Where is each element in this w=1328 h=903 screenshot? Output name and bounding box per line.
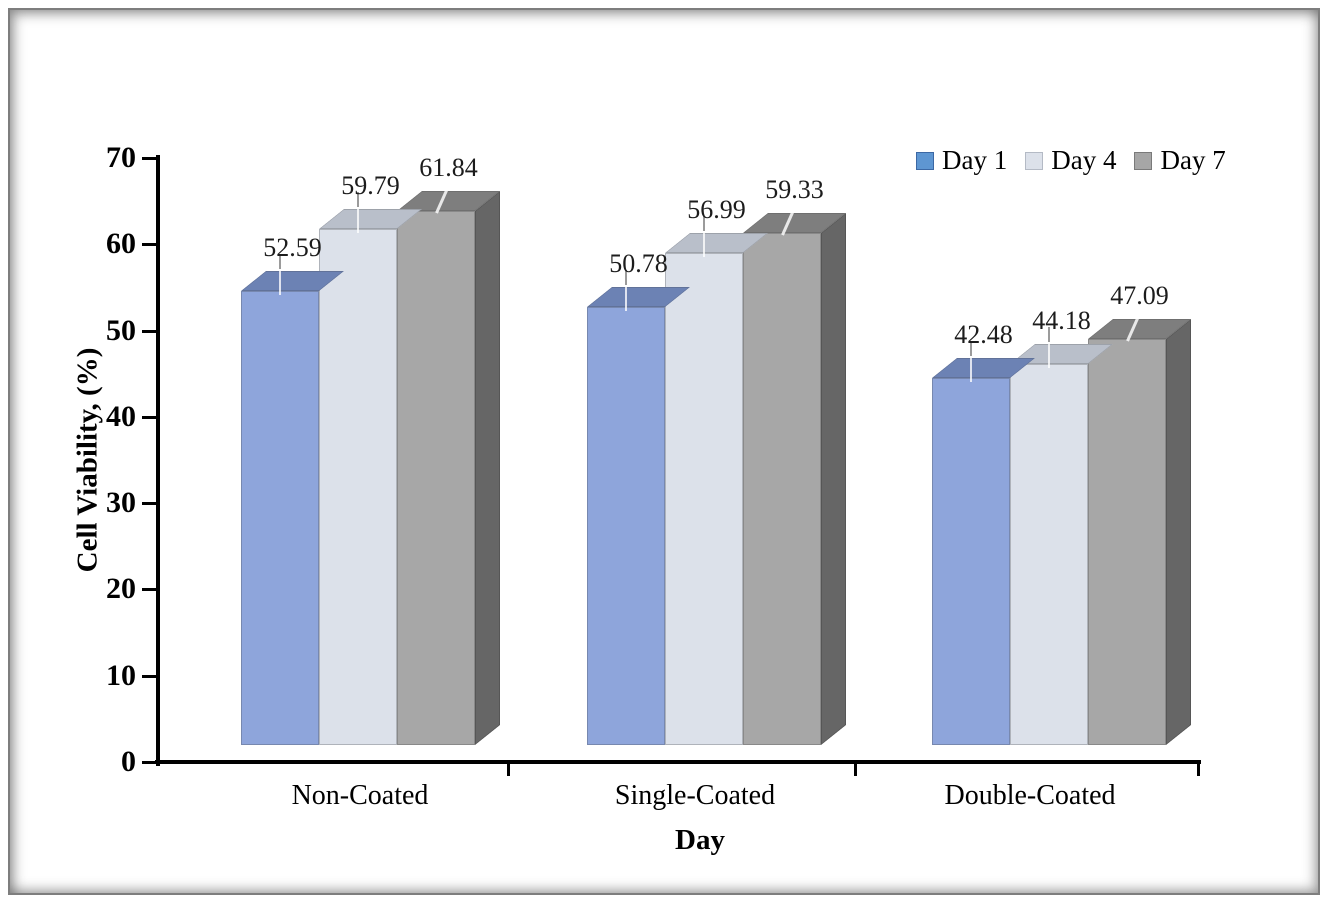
category-label: Single-Coated <box>614 780 776 811</box>
error-whisker <box>1048 326 1050 342</box>
bar-value-label: 59.79 <box>341 171 400 201</box>
y-tick-label: 10 <box>106 658 136 692</box>
y-tick-label: 20 <box>106 572 136 606</box>
error-whisker <box>279 270 281 296</box>
error-whisker <box>625 285 627 311</box>
error-whisker <box>1048 342 1050 368</box>
error-whisker <box>625 269 627 285</box>
category-label: Non-Coated <box>291 780 429 811</box>
y-tick-label: 50 <box>106 313 136 347</box>
error-whisker <box>703 232 705 258</box>
legend-label: Day 7 <box>1160 145 1226 175</box>
y-axis-tick <box>142 329 156 333</box>
bar-front-face <box>1088 338 1166 745</box>
legend-swatch-icon <box>916 151 934 170</box>
legend-swatch-icon <box>1025 151 1044 170</box>
error-whisker <box>357 192 359 208</box>
bar-side-face <box>1166 318 1191 745</box>
y-axis-tick <box>142 502 156 506</box>
bar-value-label: 50.78 <box>609 248 668 278</box>
y-tick-label: 0 <box>121 745 136 778</box>
legend: Day 1 Day 4 Day 7 <box>916 147 1226 174</box>
legend-label: Day 4 <box>1051 145 1117 175</box>
bar-front-face <box>397 211 475 745</box>
y-axis-tick <box>142 415 156 419</box>
bar-value-label: 42.48 <box>954 320 1013 350</box>
y-axis-title: Cell Viability, (%) <box>71 347 104 573</box>
bar-value-label: 44.18 <box>1032 305 1091 335</box>
error-whisker <box>970 341 972 357</box>
y-axis-tick <box>142 157 156 160</box>
bar-side-face <box>821 213 846 745</box>
bar-front-face <box>743 233 821 745</box>
y-axis-line <box>156 155 160 766</box>
y-tick-label: 60 <box>106 227 136 261</box>
bar-front-face <box>319 229 397 745</box>
error-whisker <box>703 216 705 232</box>
legend-label: Day 1 <box>942 145 1008 175</box>
bar-value-label: 59.33 <box>765 175 824 205</box>
x-axis-title: Day <box>675 824 725 856</box>
bar-front-face <box>587 306 665 745</box>
x-axis-tick <box>1197 762 1200 776</box>
bar-value-label: 52.59 <box>263 233 322 263</box>
y-tick-label: 70 <box>106 141 136 174</box>
bar-side-face <box>475 191 500 745</box>
y-axis-tick <box>142 243 156 247</box>
bar-value-label: 61.84 <box>419 153 478 183</box>
error-whisker <box>279 254 281 270</box>
bar-value-label: 56.99 <box>687 195 746 225</box>
y-axis-tick <box>142 674 156 678</box>
bar-front-face <box>665 253 743 745</box>
x-axis-line <box>155 760 1201 764</box>
x-axis-tick <box>507 762 510 776</box>
legend-item: Day 1 <box>916 147 1007 174</box>
error-whisker <box>970 357 972 383</box>
bar-front-face <box>932 378 1010 745</box>
bar-value-label: 47.09 <box>1110 280 1169 310</box>
y-tick-label: 30 <box>106 486 136 520</box>
y-axis-tick <box>142 761 156 764</box>
bar-front-face <box>241 291 319 745</box>
y-axis-tick <box>142 588 156 592</box>
legend-swatch-icon <box>1134 151 1153 170</box>
legend-item: Day 4 <box>1025 147 1116 174</box>
bar-front-face <box>1010 363 1088 745</box>
x-axis-tick <box>854 762 857 776</box>
error-whisker <box>357 208 359 234</box>
category-label: Double-Coated <box>944 780 1116 811</box>
y-tick-label: 40 <box>106 399 136 433</box>
legend-item: Day 7 <box>1134 145 1226 175</box>
